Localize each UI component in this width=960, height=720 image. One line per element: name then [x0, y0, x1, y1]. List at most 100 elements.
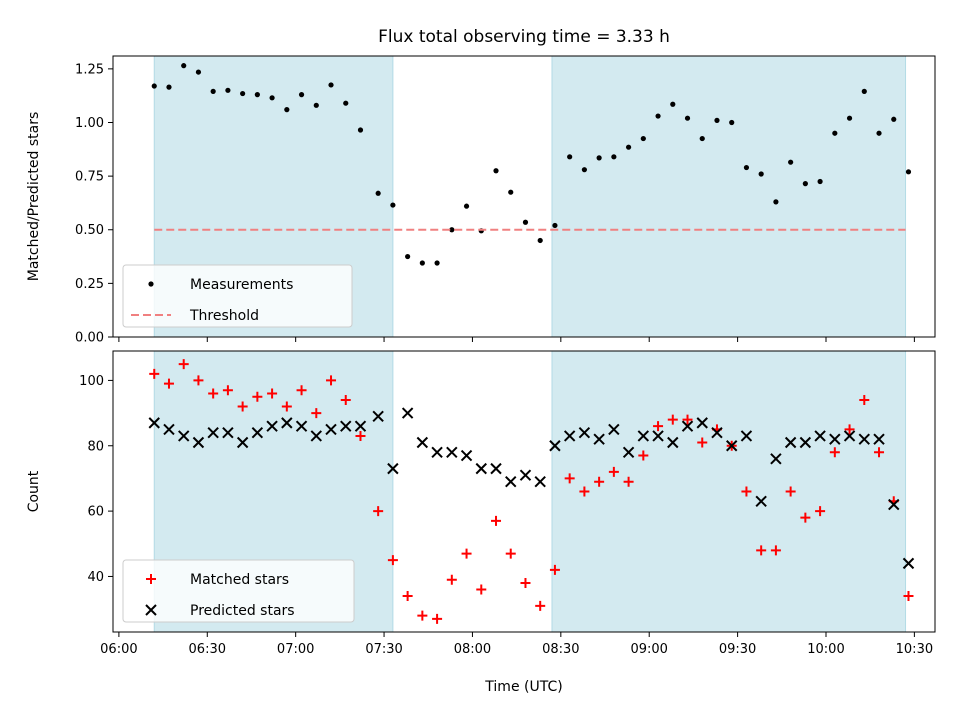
predicted-star-marker — [563, 430, 576, 442]
legend-matched-swatch — [146, 574, 156, 584]
matched-star-marker — [815, 506, 826, 517]
predicted-star-marker — [295, 420, 308, 432]
predicted-star-marker — [534, 475, 546, 488]
matched-star-marker — [638, 450, 649, 461]
predicted-star-marker — [622, 446, 635, 458]
matched-star-marker — [608, 466, 619, 477]
matched-star-marker — [520, 577, 531, 588]
matched-star-marker — [505, 548, 516, 559]
measurement-point — [151, 83, 157, 89]
predicted-star-marker — [637, 430, 650, 442]
matched-star-marker — [491, 515, 502, 526]
predicted-star-marker — [475, 462, 487, 475]
legend-box — [122, 559, 355, 623]
measurement-point — [729, 119, 735, 126]
x-tick-label: 10:30 — [896, 642, 933, 657]
y-tick-label: 0.75 — [75, 170, 104, 185]
predicted-star-marker — [354, 420, 367, 432]
matched-star-marker — [697, 437, 708, 448]
predicted-star-marker — [667, 436, 679, 449]
predicted-star-marker — [711, 426, 723, 439]
matched-star-marker — [476, 584, 487, 595]
measurement-point — [298, 92, 305, 98]
predicted-star-marker — [192, 436, 205, 449]
predicted-star-marker — [888, 498, 900, 511]
matched-star-marker — [193, 375, 204, 386]
matched-star-marker — [785, 486, 796, 497]
measurement-point — [375, 190, 381, 196]
predicted-star-marker — [755, 495, 767, 508]
measurement-point — [328, 82, 334, 88]
matched-star-marker — [461, 548, 472, 559]
predicted-star-marker — [726, 440, 738, 452]
predicted-star-marker — [372, 410, 384, 423]
predicted-star-marker — [770, 453, 782, 465]
legend-box — [122, 264, 353, 328]
matched-star-marker — [667, 414, 678, 425]
measurement-point — [699, 135, 705, 142]
measurement-point — [861, 88, 867, 94]
measurement-point — [284, 107, 290, 113]
measurement-point — [581, 167, 587, 173]
measurement-point — [225, 87, 231, 93]
x-tick-label: 09:00 — [630, 642, 667, 657]
predicted-star-marker — [814, 430, 826, 442]
matched-star-marker — [222, 385, 233, 396]
matched-star-marker — [355, 430, 366, 441]
y-tick-label: 0.25 — [75, 277, 104, 292]
legend-label: Threshold — [189, 308, 259, 324]
predicted-star-marker — [401, 407, 414, 419]
predicted-star-marker — [460, 449, 473, 462]
measurement-point — [343, 100, 349, 106]
axes-frame — [112, 55, 936, 338]
matched-star-marker — [829, 447, 840, 458]
predicted-star-marker — [593, 433, 605, 445]
predicted-star-marker — [652, 430, 664, 442]
x-tick-label: 07:00 — [277, 642, 314, 657]
measurement-point — [254, 92, 260, 98]
measurement-point — [670, 101, 676, 107]
matched-star-marker — [417, 610, 428, 621]
x-tick-label: 09:30 — [719, 642, 756, 657]
predicted-star-marker — [446, 446, 458, 458]
predicted-star-marker — [784, 436, 797, 449]
y-tick-label: 100 — [79, 374, 104, 389]
measurement-point — [405, 253, 411, 260]
y-axis-label: Count — [26, 470, 42, 512]
measurement-point — [240, 90, 246, 97]
predicted-star-marker — [799, 436, 812, 449]
measurement-point — [390, 202, 396, 208]
matched-star-marker — [874, 447, 885, 458]
x-axis-label: Time (UTC) — [484, 679, 562, 695]
legend-label: Matched stars — [190, 572, 289, 588]
measurement-point — [434, 260, 440, 266]
measurement-point — [891, 116, 897, 122]
measurement-point — [195, 69, 202, 75]
measurement-point — [449, 227, 455, 233]
predicted-star-marker — [873, 433, 885, 445]
matched-star-marker — [387, 555, 398, 566]
x-tick-label: 06:00 — [100, 642, 137, 657]
y-tick-label: 60 — [87, 505, 104, 520]
predicted-star-marker — [740, 430, 753, 442]
predicted-star-marker — [902, 557, 915, 570]
measurement-point — [508, 189, 514, 195]
predicted-star-marker — [681, 420, 694, 432]
measurement-point — [522, 219, 529, 225]
matched-star-marker — [756, 545, 767, 556]
predicted-star-marker — [222, 426, 234, 439]
measurement-point — [788, 159, 794, 165]
measurement-point — [552, 222, 558, 229]
measurement-point — [846, 115, 853, 121]
measurement-point — [419, 260, 425, 266]
y-tick-label: 1.25 — [75, 62, 104, 77]
legend-measurement-swatch — [148, 281, 154, 287]
predicted-star-marker — [148, 417, 160, 429]
predicted-star-marker — [266, 420, 278, 432]
predicted-star-marker — [236, 436, 249, 449]
measurement-point — [743, 164, 750, 171]
predicted-star-marker — [387, 462, 399, 475]
predicted-star-marker — [843, 430, 856, 442]
predicted-star-marker — [519, 469, 532, 481]
